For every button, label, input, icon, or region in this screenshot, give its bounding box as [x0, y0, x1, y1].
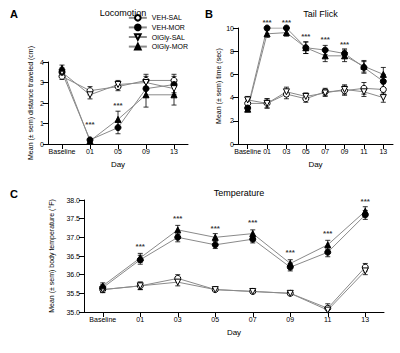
svg-text:VEH-SAL: VEH-SAL: [152, 14, 182, 21]
svg-text:Mean (± sem) distance traveled: Mean (± sem) distance traveled (cm): [27, 46, 35, 160]
svg-text:8: 8: [230, 48, 234, 55]
svg-text:36.0: 36.0: [66, 271, 80, 278]
svg-text:35.0: 35.0: [66, 309, 80, 316]
svg-text:Temperature: Temperature: [214, 188, 265, 198]
svg-text:OlGly-SAL: OlGly-SAL: [152, 34, 185, 42]
svg-text:4: 4: [40, 59, 44, 66]
svg-text:Mean (± sem) time (sec): Mean (± sem) time (sec): [215, 48, 223, 124]
svg-text:***: ***: [113, 101, 123, 110]
svg-text:11: 11: [324, 316, 331, 323]
svg-text:***: ***: [136, 242, 146, 251]
svg-text:***: ***: [340, 40, 350, 49]
svg-text:2: 2: [230, 117, 234, 124]
svg-text:***: ***: [211, 224, 221, 233]
svg-text:13: 13: [361, 316, 369, 323]
svg-text:09: 09: [286, 316, 294, 323]
svg-text:VEH-MOR: VEH-MOR: [152, 24, 185, 31]
svg-text:3: 3: [40, 79, 44, 86]
svg-text:***: ***: [85, 120, 95, 129]
svg-text:09: 09: [341, 148, 349, 155]
svg-text:2: 2: [40, 100, 44, 107]
svg-text:***: ***: [262, 18, 272, 27]
svg-text:36.5: 36.5: [66, 253, 80, 260]
svg-text:***: ***: [323, 229, 333, 238]
svg-text:Mean (± sem) body temperature: Mean (± sem) body temperature (°F): [48, 199, 56, 313]
svg-text:01: 01: [86, 148, 94, 155]
svg-text:05: 05: [114, 148, 122, 155]
svg-text:***: ***: [361, 197, 371, 206]
svg-text:B: B: [205, 8, 213, 20]
svg-text:13: 13: [170, 148, 178, 155]
svg-text:Tail Flick: Tail Flick: [303, 9, 338, 19]
svg-text:07: 07: [321, 148, 329, 155]
svg-text:09: 09: [142, 148, 150, 155]
svg-text:***: ***: [248, 218, 258, 227]
svg-text:03: 03: [174, 316, 182, 323]
svg-text:10: 10: [226, 25, 234, 32]
svg-text:13: 13: [379, 148, 387, 155]
svg-text:Baseline: Baseline: [49, 148, 76, 155]
svg-text:35.5: 35.5: [66, 290, 80, 297]
svg-text:***: ***: [282, 18, 292, 27]
svg-text:OlGly-MOR: OlGly-MOR: [152, 43, 188, 51]
svg-text:1: 1: [40, 120, 44, 127]
svg-text:***: ***: [301, 32, 311, 41]
svg-text:38.0: 38.0: [66, 197, 80, 204]
svg-text:A: A: [10, 8, 18, 20]
svg-text:Day: Day: [111, 160, 125, 169]
svg-text:4: 4: [230, 94, 234, 101]
svg-text:***: ***: [321, 35, 331, 44]
svg-text:07: 07: [249, 316, 257, 323]
svg-text:***: ***: [286, 248, 296, 257]
svg-text:0: 0: [230, 141, 234, 148]
svg-text:01: 01: [263, 148, 271, 155]
svg-text:Baseline: Baseline: [89, 316, 116, 323]
svg-text:Baseline: Baseline: [234, 148, 261, 155]
svg-text:6: 6: [230, 71, 234, 78]
svg-text:37.5: 37.5: [66, 215, 80, 222]
svg-text:05: 05: [302, 148, 310, 155]
svg-text:Day: Day: [308, 160, 322, 169]
svg-text:Day: Day: [227, 328, 241, 337]
svg-text:05: 05: [211, 316, 219, 323]
svg-text:11: 11: [360, 148, 367, 155]
svg-text:03: 03: [283, 148, 291, 155]
svg-text:37.0: 37.0: [66, 234, 80, 241]
svg-text:***: ***: [173, 214, 183, 223]
svg-text:01: 01: [136, 316, 144, 323]
svg-text:C: C: [10, 188, 18, 200]
svg-text:0: 0: [40, 141, 44, 148]
svg-text:Locomotion: Locomotion: [100, 8, 147, 18]
